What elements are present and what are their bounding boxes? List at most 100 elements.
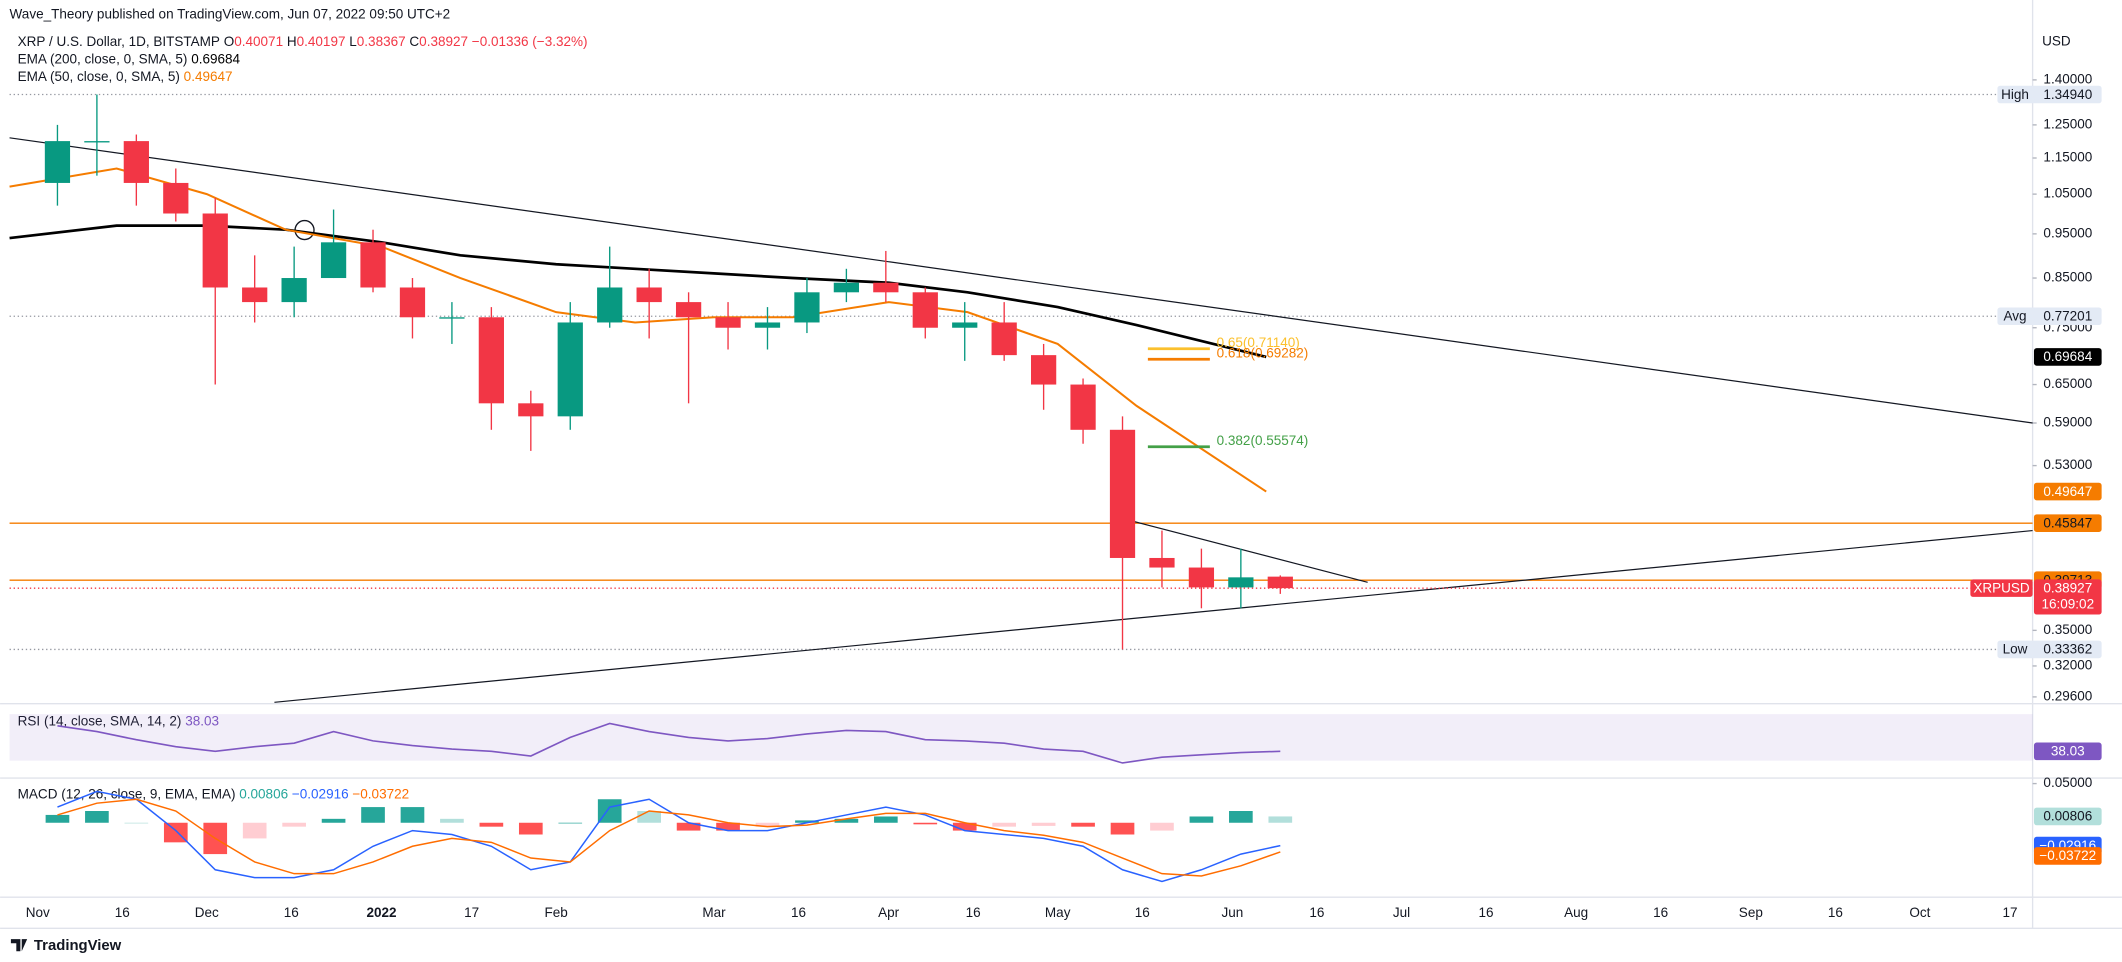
symbol-badge [1970, 579, 2033, 597]
candle-body [202, 213, 228, 288]
brand: TradingView [34, 938, 122, 954]
high-value: 0.40197 [297, 34, 346, 49]
macd-histogram-bar [1071, 822, 1095, 827]
hist-value: 0.00806 [239, 786, 288, 801]
macd-histogram-bar [85, 811, 109, 823]
level-value: 0.77201 [2043, 309, 2092, 324]
close-value: 0.38927 [419, 34, 468, 49]
signal-value: −0.03722 [352, 786, 409, 801]
price-legend: XRP / U.S. Dollar, 1D, BITSTAMP O0.40071… [18, 34, 588, 49]
rsi-badge: 38.03 [2051, 744, 2085, 759]
macd-histogram-bar [1268, 816, 1293, 823]
trendline [9, 137, 2033, 424]
y-tick-label: 1.40000 [2043, 71, 2092, 86]
level-label: Low [2003, 642, 2028, 657]
candle-body [597, 287, 623, 323]
y-tick-label: 1.15000 [2043, 150, 2092, 165]
x-tick-label: 2022 [366, 905, 396, 920]
x-tick-label: 16 [1653, 905, 1668, 920]
macd-histogram-bar [518, 822, 543, 835]
macd-histogram-bar [479, 822, 504, 827]
y-tick-label: 0.65000 [2043, 376, 2092, 391]
candle-body [873, 282, 899, 293]
candle-body [360, 242, 386, 288]
macd-histogram-bar [321, 818, 346, 823]
x-tick-label: Jul [1393, 905, 1410, 920]
x-tick-label: 16 [1309, 905, 1324, 920]
high-prefix: H [287, 34, 297, 49]
ema200-legend: EMA (200, close, 0, SMA, 5) 0.69684 [18, 51, 241, 66]
macd-histogram-bar [282, 822, 306, 827]
candle-body [44, 141, 71, 183]
level-value: 0.33362 [2043, 642, 2092, 657]
histogram-badge-bg [2033, 807, 2102, 826]
candle-body [439, 317, 465, 319]
macd-histogram-bar [558, 822, 583, 824]
candle-body [163, 182, 189, 214]
candle-body [1228, 577, 1254, 588]
macd-histogram-bar [440, 818, 464, 823]
y-tick-label: 0.35000 [2043, 622, 2092, 637]
macd-legend: MACD (12, 26, close, 9, EMA, EMA) 0.0080… [18, 786, 409, 801]
candle-body [952, 322, 978, 328]
rsi-value: 38.03 [185, 713, 219, 728]
ema50-name: EMA (50, close, 0, SMA, 5) [18, 69, 180, 84]
candle-body [84, 141, 110, 143]
macd-histogram-bar [1150, 822, 1174, 831]
ema-value-bg [2033, 348, 2102, 366]
candle-body [478, 317, 504, 404]
y-tick-label: 0.85000 [2043, 270, 2092, 285]
candle-body [636, 287, 662, 303]
candle-body [123, 141, 149, 183]
candle-body [1267, 576, 1293, 589]
low-prefix: L [349, 34, 357, 49]
candle-body [1149, 557, 1175, 568]
candle-body [912, 292, 938, 328]
horizontal-line-value: 0.45847 [2043, 515, 2092, 530]
y-tick-label: 0.29600 [2043, 688, 2092, 703]
close-prefix: C [409, 34, 419, 49]
macd-title: MACD (12, 26, close, 9, EMA, EMA) [18, 786, 236, 801]
macd-histogram-bar [45, 814, 70, 823]
candle-body [754, 322, 781, 328]
level-value: 1.34940 [2043, 87, 2092, 102]
candle-body [1030, 355, 1057, 385]
x-tick-label: Sep [1739, 905, 1763, 920]
x-tick-label: 16 [1478, 905, 1493, 920]
ema50-legend: EMA (50, close, 0, SMA, 5) 0.49647 [18, 69, 233, 84]
macd-value: −0.02916 [292, 786, 349, 801]
candle-body [242, 287, 268, 303]
x-tick-label: 16 [966, 905, 981, 920]
ema-value: 0.49647 [2043, 484, 2092, 499]
y-tick-label: 0.32000 [2043, 658, 2092, 673]
candle-body [833, 282, 860, 293]
trendline [274, 529, 2033, 703]
x-tick-label: Dec [195, 905, 219, 920]
level-badge [1997, 307, 2102, 326]
candle-body [320, 242, 347, 279]
horizontal-line-value-bg [2033, 514, 2102, 532]
signal-badge-bg [2033, 847, 2102, 865]
candle-body [991, 322, 1017, 356]
ema-value: 0.69684 [2043, 349, 2092, 364]
x-tick-label: 16 [1135, 905, 1150, 920]
x-tick-label: 16 [284, 905, 299, 920]
x-tick-label: Aug [1564, 905, 1588, 920]
trendline [1125, 518, 1368, 583]
macd-histogram-bar [992, 822, 1017, 827]
macd-histogram-bar [755, 822, 780, 827]
ema-value-bg [2033, 482, 2102, 501]
ema-line [9, 167, 1267, 493]
macd-histogram-bar [952, 822, 977, 831]
y-tick-label: 1.05000 [2043, 186, 2092, 201]
macd-histogram-bar [716, 822, 740, 831]
x-tick-label: Apr [878, 905, 900, 920]
countdown: 16:09:02 [2041, 597, 2094, 612]
macd-histogram-bar [1110, 822, 1135, 835]
signal-badge: −0.03722 [2039, 848, 2096, 863]
ema200-name: EMA (200, close, 0, SMA, 5) [18, 51, 188, 66]
rsi-badge-bg [2033, 742, 2102, 761]
macd-histogram-bar [400, 807, 425, 823]
